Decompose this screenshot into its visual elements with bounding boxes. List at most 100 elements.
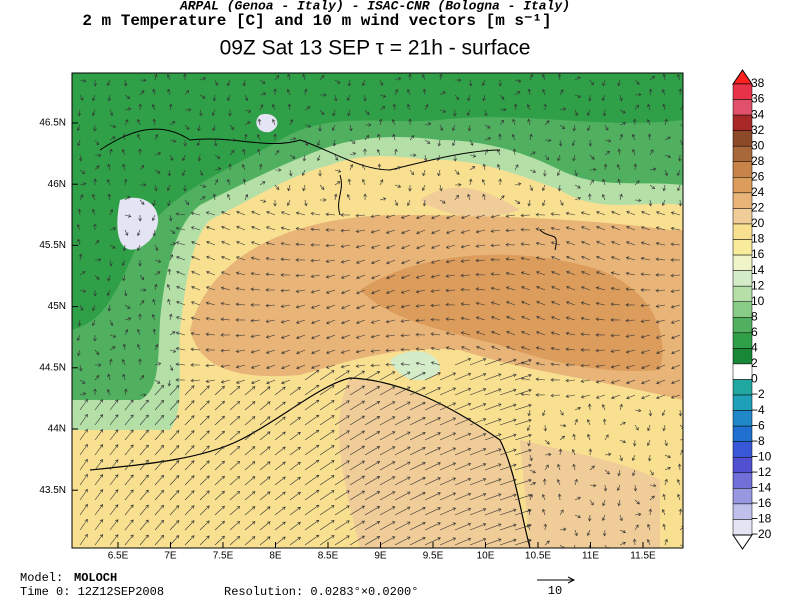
- wind-vector: [331, 124, 336, 132]
- wind-vector: [289, 137, 297, 141]
- wind-vector: [394, 166, 401, 171]
- wind-vector: [436, 154, 441, 161]
- wind-vector: [469, 538, 487, 546]
- wind-vector: [91, 208, 96, 216]
- wind-vector: [619, 454, 623, 462]
- wind-vector: [431, 244, 441, 250]
- wind-vector: [154, 444, 165, 456]
- wind-vector: [139, 474, 149, 486]
- wind-vector: [467, 124, 472, 132]
- wind-vector: [587, 403, 592, 411]
- wind-vector: [460, 287, 471, 292]
- wind-vector: [109, 208, 114, 216]
- wind-vector: [250, 287, 261, 292]
- wind-vector: [499, 538, 517, 546]
- wind-vector: [634, 180, 640, 186]
- wind-vector: [167, 88, 171, 96]
- wind-vector: [295, 289, 306, 294]
- wind-vector: [601, 514, 606, 522]
- wind-vector: [499, 493, 517, 501]
- wind-vector: [199, 445, 210, 456]
- wind-vector: [574, 478, 578, 486]
- wind-vector: [250, 271, 261, 276]
- wind-vector: [408, 184, 412, 192]
- wind-vector: [565, 211, 576, 216]
- wind-vector: [619, 94, 623, 102]
- wind-vector: [281, 364, 291, 370]
- wind-vector: [394, 89, 399, 96]
- wind-vector: [139, 300, 145, 306]
- wind-vector: [244, 521, 256, 531]
- colorbar-label: 18: [751, 232, 765, 246]
- wind-vector: [422, 88, 427, 96]
- wind-vector: [184, 415, 195, 426]
- wind-vector: [184, 460, 195, 471]
- wind-vector: [302, 184, 306, 192]
- wind-vector: [340, 213, 351, 217]
- wind-vector: [274, 184, 280, 191]
- wind-vector: [182, 154, 186, 162]
- wind-vector: [490, 257, 501, 262]
- wind-vector: [79, 94, 84, 101]
- wind-vector: [154, 534, 165, 546]
- colorbar-label: −6: [751, 418, 765, 432]
- wind-vector: [595, 301, 606, 306]
- vector-ref-label: 10: [548, 584, 562, 598]
- wind-vector: [94, 349, 100, 356]
- wind-vector: [184, 475, 195, 486]
- wind-vector: [107, 193, 112, 201]
- wind-vector: [228, 109, 232, 117]
- vector-ref-head: [567, 576, 576, 584]
- wind-vector: [227, 178, 231, 186]
- wind-vector: [257, 118, 262, 126]
- wind-vector: [77, 208, 82, 216]
- colorbar-label: 26: [751, 169, 765, 183]
- colorbar-cell: [732, 285, 753, 302]
- wind-vector: [574, 76, 581, 81]
- wind-vector: [439, 537, 457, 546]
- wind-vector: [588, 94, 592, 102]
- wind-vector: [235, 271, 246, 276]
- wind-vector: [559, 199, 564, 206]
- wind-vector: [574, 196, 582, 201]
- colorbar-cell: [732, 472, 753, 489]
- wind-vector: [409, 476, 426, 486]
- wind-vector: [424, 432, 441, 441]
- wind-vector: [409, 401, 426, 411]
- wind-vector: [334, 79, 341, 84]
- wind-vector: [589, 179, 594, 186]
- wind-vector: [123, 289, 128, 297]
- wind-vector: [469, 154, 477, 158]
- wind-vector: [604, 150, 611, 156]
- wind-vector: [408, 118, 412, 126]
- wind-vector: [184, 445, 195, 456]
- wind-vector: [109, 124, 117, 128]
- wind-vector: [409, 153, 417, 157]
- wind-vector: [109, 136, 116, 141]
- wind-vector: [154, 519, 165, 531]
- wind-vector: [634, 104, 639, 111]
- wind-vector: [334, 430, 350, 441]
- wind-vector: [526, 104, 531, 111]
- wind-vector: [551, 270, 561, 276]
- wind-vector: [295, 211, 306, 216]
- wind-vector: [664, 538, 668, 546]
- wind-vector: [205, 363, 216, 368]
- wind-vector: [424, 492, 441, 501]
- wind-vector: [139, 199, 145, 205]
- wind-vector: [78, 364, 83, 372]
- wind-vector: [580, 301, 591, 306]
- wind-vector: [544, 464, 549, 471]
- wind-vector: [655, 226, 666, 231]
- wind-vector: [469, 523, 487, 531]
- wind-vectors: [76, 73, 683, 548]
- wind-vector: [386, 259, 396, 265]
- wind-vector: [93, 289, 97, 297]
- wind-vector: [109, 346, 116, 351]
- wind-vector: [499, 108, 507, 112]
- wind-vector: [371, 289, 381, 295]
- wind-vector: [107, 274, 111, 282]
- wind-vector: [566, 255, 576, 261]
- wind-vector: [206, 225, 216, 231]
